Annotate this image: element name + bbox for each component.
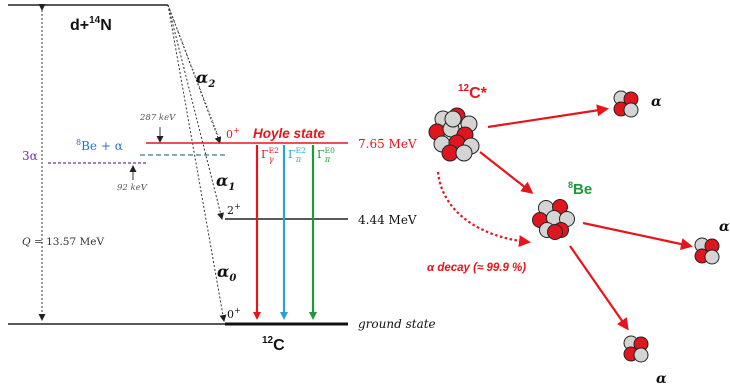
alpha-particle-2 xyxy=(694,237,720,265)
alpha-label-3: α xyxy=(656,371,667,387)
hoyle-spin: 0+ xyxy=(226,126,240,141)
feed-line-2plus xyxy=(167,4,224,220)
alpha1-label: α1 xyxy=(216,171,235,193)
first-excited-energy: 4.44 MeV xyxy=(358,213,417,227)
be8-label: 8Be xyxy=(568,180,592,198)
c12-nucleus-label: 12C xyxy=(262,335,285,354)
alpha2-label: α2 xyxy=(196,68,215,90)
alpha-label-1: α xyxy=(651,94,662,110)
gamma-e2-label: ΓE2 γ xyxy=(261,146,279,164)
hoyle-energy: 7.65 MeV xyxy=(358,137,417,151)
alpha-label-2: α xyxy=(719,219,730,235)
feed-line-hoyle xyxy=(167,4,222,144)
pair-e0-label: ΓE0 π xyxy=(317,146,335,164)
decay-arrow-be8-alpha xyxy=(582,221,693,250)
c12-excited-nucleus xyxy=(428,107,480,162)
initial-level-label: d+14N xyxy=(70,15,112,34)
be8-alpha-label: 8Be + α xyxy=(76,138,123,153)
decay-arrow-c12-be8 xyxy=(479,151,534,194)
decay-arrow-c12-alpha xyxy=(487,104,609,129)
be8-nucleus xyxy=(532,199,575,240)
feed-line-ground xyxy=(167,4,227,322)
q-value-label: Q = 13.57 MeV xyxy=(22,236,104,248)
ground-spin: 0+ xyxy=(227,306,241,321)
ground-state-label: ground state xyxy=(358,317,436,331)
width-upper-label: 287 keV xyxy=(139,113,176,123)
pair-e2-label: ΓE2 π xyxy=(288,146,306,164)
feed-line-aux xyxy=(167,4,219,136)
alpha0-label: α0 xyxy=(217,262,236,284)
hoyle-state-label: Hoyle state xyxy=(253,126,326,141)
decay-arrow-be8-alpha-down xyxy=(569,245,629,331)
alpha-decay-note: α decay (≈ 99.9 %) xyxy=(427,262,526,274)
width-lower-label: 92 keV xyxy=(117,183,148,193)
c12-star-label: 12C* xyxy=(458,83,488,102)
first-excited-spin: 2+ xyxy=(227,202,241,217)
alpha-particle-1 xyxy=(613,90,639,118)
alpha-decay-curved-arrow xyxy=(436,171,531,248)
alpha-particle-3 xyxy=(623,335,649,363)
three-alpha-label: 3α xyxy=(22,149,38,163)
